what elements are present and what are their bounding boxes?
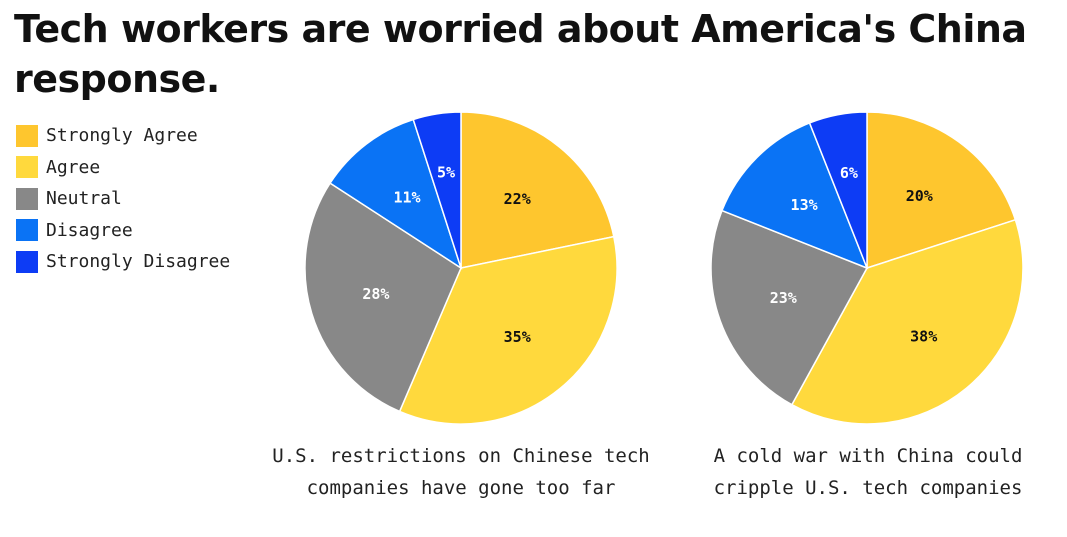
legend-swatch [16,124,38,147]
pie-caption-restrictions: U.S. restrictions on Chinese tech compan… [272,445,650,499]
slice-label: 13% [791,196,818,214]
pie-slice-neutral [304,182,462,413]
pie-slice-strongly-agree [460,111,615,269]
pie-slice-neutral [710,209,869,406]
pie-slice-strongly-agree [866,111,1017,270]
slice-label: 5% [437,163,455,181]
slice-label: 6% [840,164,858,182]
pie-chart-restrictions: 22% 35% 28% 11% 5% [304,111,618,425]
legend-swatch [16,187,38,210]
slice-label: 38% [910,328,937,346]
legend-label: Strongly Agree [46,125,198,147]
slice-label: 28% [362,285,389,303]
legend-item-strongly-agree: Strongly Agree [16,120,230,152]
legend-label: Strongly Disagree [46,251,231,273]
pie-slice-disagree [329,118,463,270]
pie-slice-agree [790,218,1024,425]
legend-item-agree: Agree [16,152,230,184]
pie-caption-cold-war: A cold war with China could cripple U.S.… [713,445,1023,499]
slice-label: 35% [504,328,531,346]
legend-item-strongly-disagree: Strongly Disagree [16,246,230,278]
pie-slice-strongly-disagree [808,111,868,269]
slice-label: 23% [770,289,797,307]
legend-swatch [16,219,38,242]
slice-label: 20% [906,187,933,205]
legend-label: Neutral [46,188,122,210]
legend-item-disagree: Disagree [16,215,230,247]
pie-chart-cold-war: 20% 38% 23% 13% 6% [710,111,1024,425]
legend-swatch [16,156,38,179]
slice-label: 11% [393,188,420,206]
legend-label: Agree [46,156,101,178]
legend-label: Disagree [46,219,133,241]
pie-slice-disagree [720,121,869,270]
chart-title: Tech workers are worried about America's… [14,7,1027,101]
pie-slice-agree [398,235,618,425]
slice-label: 22% [504,190,531,208]
pie-slice-strongly-disagree [412,111,462,269]
legend: Strongly Agree Agree Neutral Disagree St… [16,120,230,278]
legend-item-neutral: Neutral [16,183,230,215]
legend-swatch [16,250,38,273]
